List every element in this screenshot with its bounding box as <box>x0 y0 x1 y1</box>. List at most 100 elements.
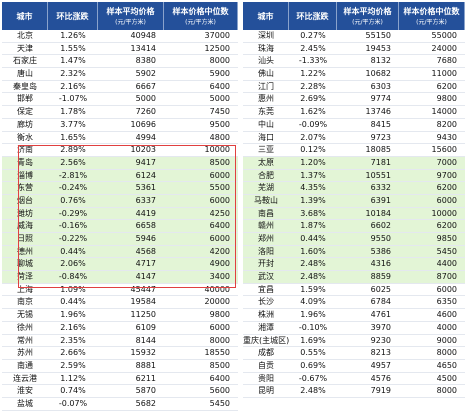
table-cell: 芜湖 <box>258 183 274 193</box>
table-cell: 4994 <box>135 132 156 142</box>
table-row: 石家庄 1.47% 8380 8000 <box>2 55 238 69</box>
table-cell: 9723 <box>370 132 391 142</box>
table-cell: 自贡 <box>258 360 274 370</box>
header-row: 城市 环比涨跌 样本平均价格 (元/平方米) 样本价格中位数 (元/平方米) <box>243 2 465 30</box>
table-cell: 4419 <box>135 208 156 218</box>
table-cell: 1.96% <box>300 310 326 320</box>
table-cell: 连云港 <box>13 373 37 383</box>
table-row: 郑州 0.44% 9550 9850 <box>243 233 465 246</box>
table-cell: 1.37% <box>300 170 326 180</box>
table-cell: 7000 <box>436 157 457 167</box>
table-cell: 6000 <box>209 195 230 205</box>
table-row: 连云港 1.12% 6211 6400 <box>2 373 238 386</box>
table-cell: 9550 <box>370 234 391 243</box>
table-cell: 重庆(主城区) <box>243 335 289 345</box>
table-cell: 海口 <box>258 132 274 142</box>
table-row: 马鞍山 1.39% 6391 6000 <box>243 194 465 208</box>
right-table: 城市 环比涨跌 样本平均价格 (元/平方米) 样本价格中位数 (元/平方米) 深圳 0.27%… <box>243 2 465 398</box>
table-cell: 洛阳 <box>258 246 274 256</box>
table-cell: 6658 <box>135 221 156 231</box>
table-cell: 8380 <box>135 56 156 66</box>
table-cell: 4568 <box>135 246 156 256</box>
table-cell: 11000 <box>431 69 457 79</box>
table-row: 常州 2.35% 8144 8000 <box>2 335 238 348</box>
table-row: 开封 2.48% 4316 4400 <box>243 258 465 272</box>
table-cell: 8200 <box>436 119 457 129</box>
table-cell: 长沙 <box>258 297 274 307</box>
table-cell: 9000 <box>436 335 457 345</box>
header-cell: 环比涨跌 <box>48 2 98 30</box>
table-cell: 7181 <box>370 157 391 167</box>
table-cell: 37000 <box>204 31 230 40</box>
table-row: 盐城 -0.07% 5682 5450 <box>2 398 238 411</box>
table-row: 德州 0.44% 4568 4200 <box>2 245 238 259</box>
table-cell: 6400 <box>209 373 230 383</box>
table-cell: 2.59% <box>60 360 86 370</box>
table-cell: 6200 <box>436 81 457 91</box>
table-cell: 6400 <box>209 81 230 91</box>
header-cell: 城市 <box>243 2 289 30</box>
table-cell: 2.56% <box>60 157 86 167</box>
header-title: 样本价格中位数 <box>403 7 460 16</box>
table-cell: 赣州 <box>258 221 274 231</box>
table-row: 太原 1.20% 7181 7000 <box>243 156 465 170</box>
header-row: 城市 环比涨跌 样本平均价格 (元/平方米) 样本价格中位数 (元/平方米) <box>2 2 238 30</box>
table-cell: 1.59% <box>300 284 326 294</box>
table-cell: -0.09% <box>298 119 328 129</box>
table-cell: 8500 <box>209 157 230 167</box>
table-cell: 19453 <box>365 43 391 53</box>
table-cell: 3.77% <box>60 119 86 129</box>
table-cell: 1.22% <box>300 69 326 79</box>
table-cell: 13746 <box>365 107 391 117</box>
table-cell: 2.48% <box>300 386 326 396</box>
table-cell: 6000 <box>209 234 230 243</box>
table-row: 赣州 1.87% 6602 6200 <box>243 220 465 233</box>
table-cell: 4000 <box>436 322 457 332</box>
table-cell: 2.48% <box>300 259 326 269</box>
table-cell: 4576 <box>370 373 391 383</box>
table-cell: 东营 <box>17 183 33 193</box>
table-cell: 18550 <box>204 348 230 358</box>
table-row: 青岛 2.56% 9417 8500 <box>2 156 238 170</box>
table-cell: 6350 <box>436 297 457 307</box>
table-cell: 6332 <box>370 183 391 193</box>
table-cell: 1.96% <box>60 310 86 320</box>
table-cell: 2.07% <box>300 132 326 142</box>
table-row: 济南 2.89% 10203 10000 <box>2 144 238 157</box>
table-cell: 4316 <box>370 259 391 269</box>
table-cell: 4800 <box>209 132 230 142</box>
table-cell: 4250 <box>209 208 230 218</box>
table-cell: 5900 <box>209 69 230 79</box>
table-cell: 9774 <box>370 94 391 104</box>
table-row: 廊坊 3.77% 10696 9500 <box>2 119 238 132</box>
table-cell: 0.27% <box>300 31 326 40</box>
table-cell: 惠州 <box>258 94 274 104</box>
table-cell: 55150 <box>365 31 391 40</box>
table-row: 宜昌 1.59% 6025 6000 <box>243 284 465 297</box>
table-cell: 2.66% <box>60 348 86 358</box>
header-title: 城市 <box>257 11 274 21</box>
table-cell: 8144 <box>135 335 156 345</box>
table-cell: 11250 <box>130 310 156 320</box>
table-cell: 8000 <box>209 335 230 345</box>
table-cell: 5386 <box>370 246 391 256</box>
table-cell: 天津 <box>17 43 33 53</box>
table-cell: 1.65% <box>60 132 86 142</box>
table-row: 苏州 2.66% 15932 18550 <box>2 347 238 360</box>
table-cell: 南京 <box>17 297 33 307</box>
table-cell: 潍坊 <box>17 208 33 218</box>
table-cell: 汕头 <box>258 56 274 66</box>
table-cell: 10203 <box>130 145 156 155</box>
table-row: 东莞 1.62% 13746 14000 <box>243 106 465 119</box>
table-cell: 5361 <box>135 183 156 193</box>
table-cell: 1.47% <box>60 56 86 66</box>
table-cell: 10000 <box>204 145 230 155</box>
table-cell: 8000 <box>436 348 457 358</box>
table-cell: 4400 <box>436 259 457 269</box>
table-cell: 郑州 <box>258 234 274 243</box>
table-cell: 6109 <box>135 322 156 332</box>
table-cell: 2.89% <box>60 145 86 155</box>
table-cell: 15932 <box>130 348 156 358</box>
table-cell: 2.35% <box>60 335 86 345</box>
table-row: 三亚 0.12% 18085 15600 <box>243 144 465 157</box>
